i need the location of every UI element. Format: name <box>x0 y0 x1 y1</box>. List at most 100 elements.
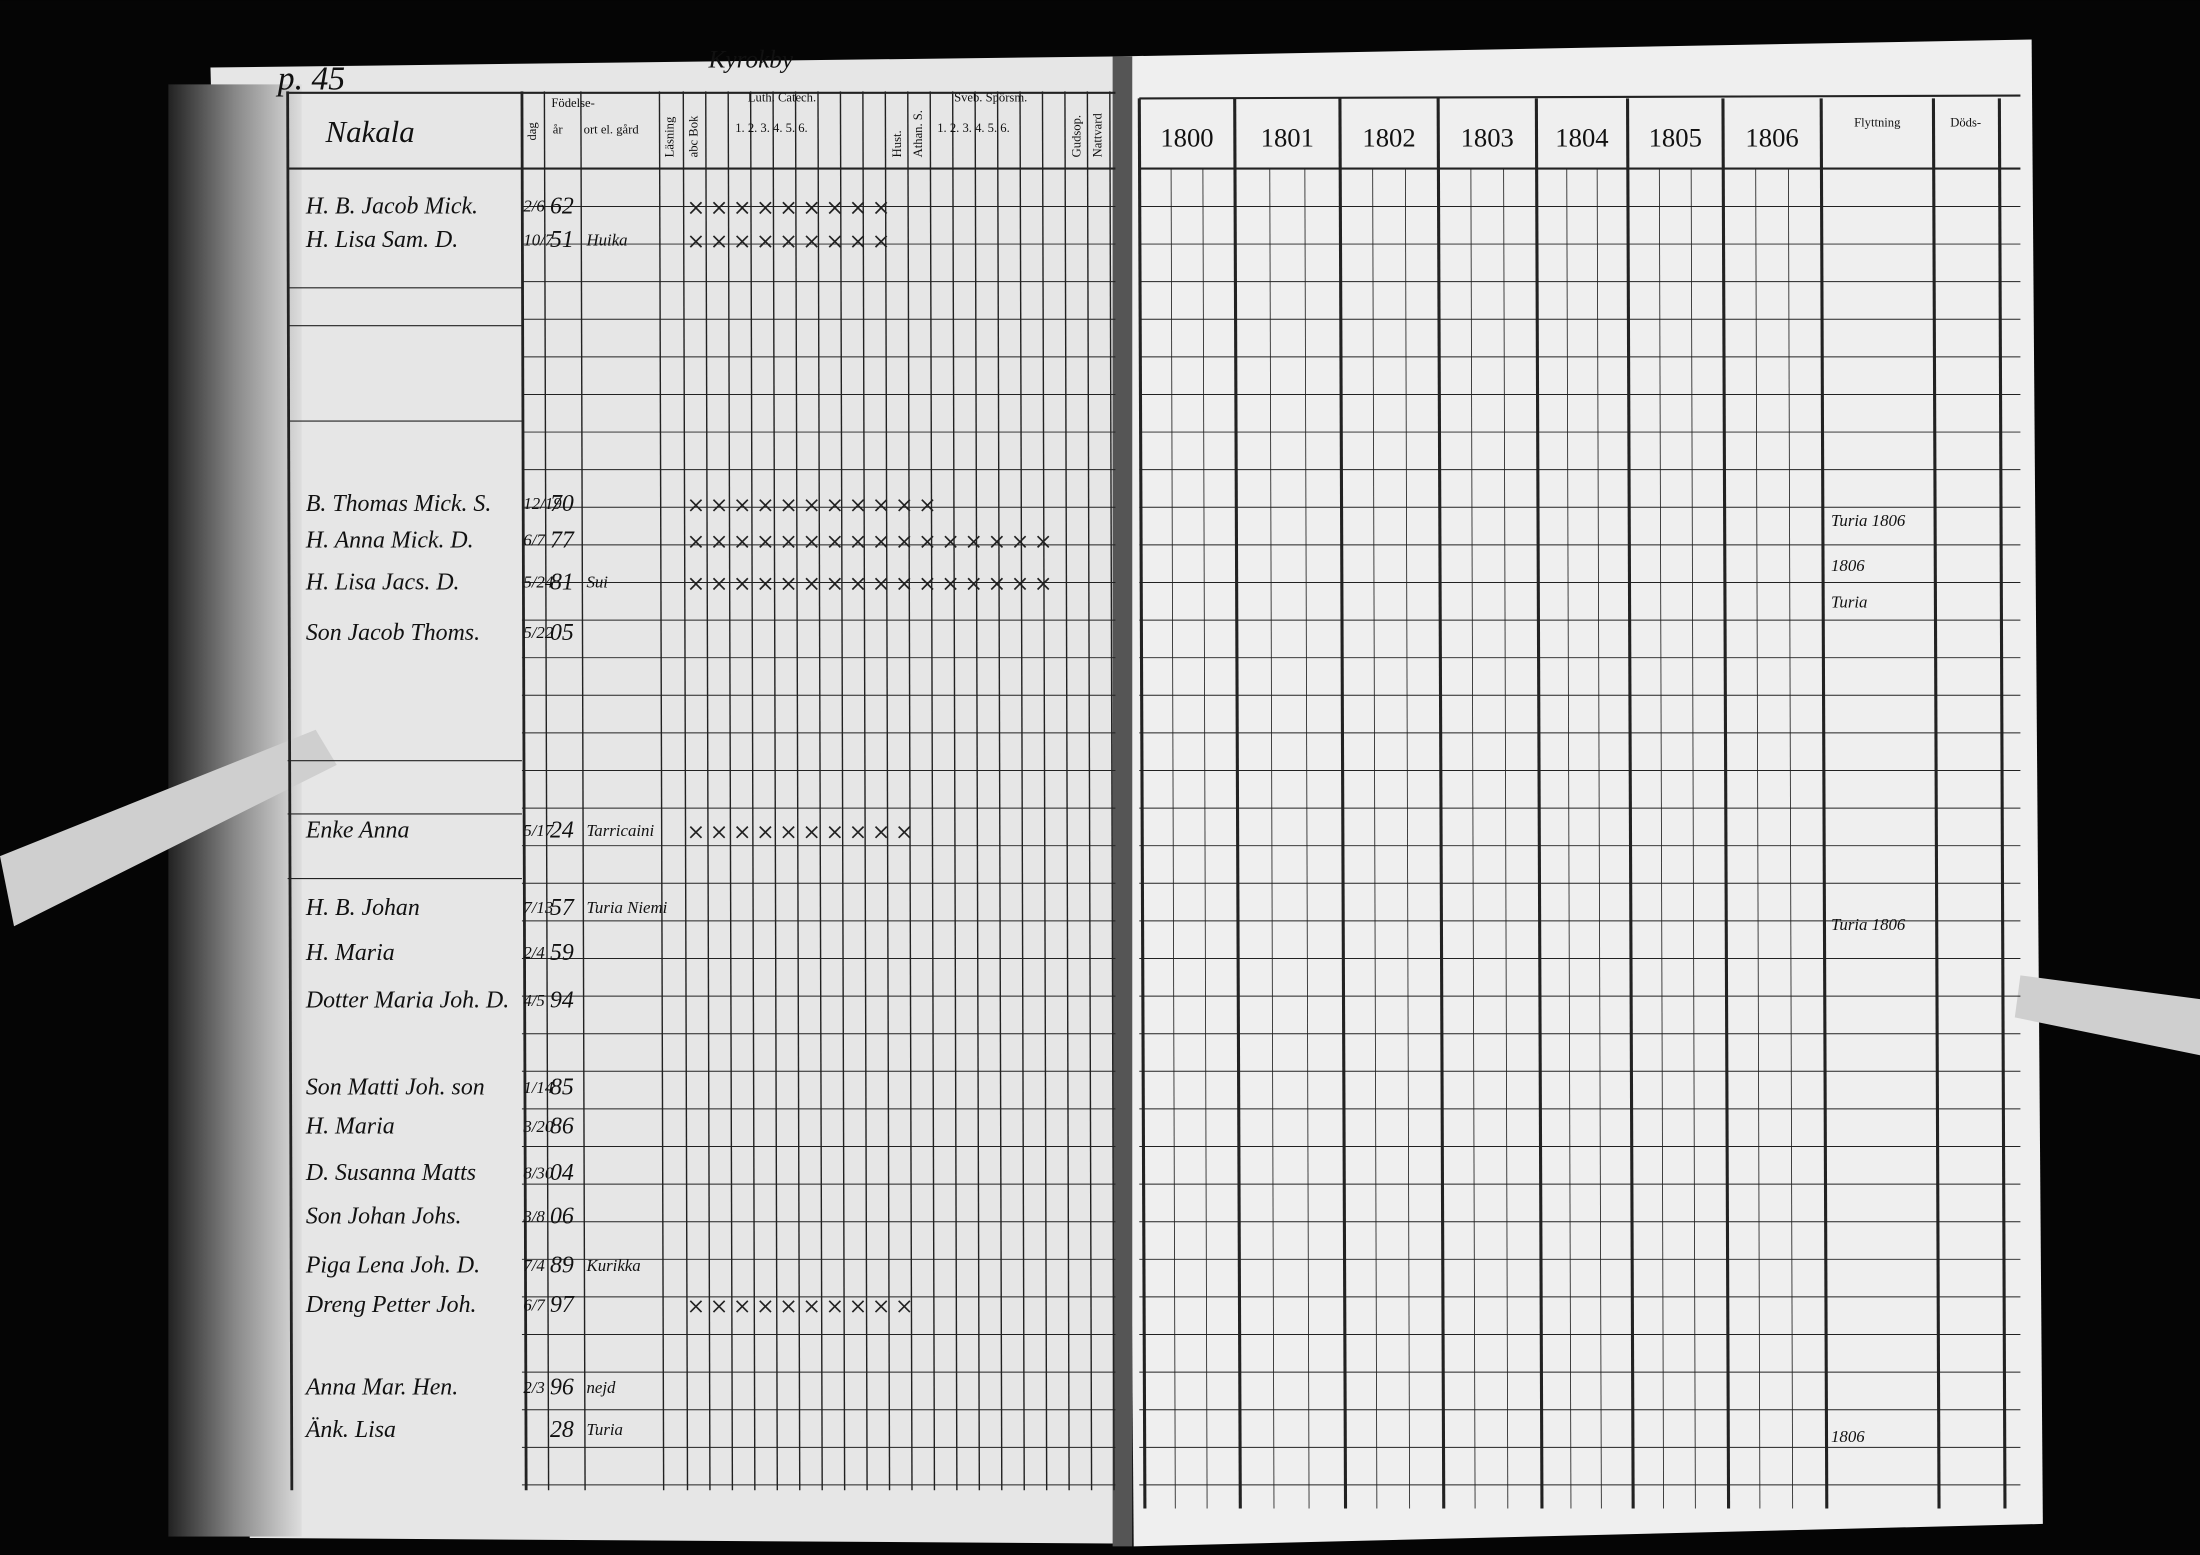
column-rule <box>543 91 550 1491</box>
person-name: Anna Mar. Hen. <box>304 1375 458 1401</box>
birth-year: 62 <box>550 193 574 219</box>
sub-rule <box>1304 168 1310 1509</box>
sub-rule <box>1470 168 1476 1509</box>
check-mark <box>782 535 795 548</box>
year-rule <box>1819 98 1829 1509</box>
birth-year: 04 <box>550 1160 574 1186</box>
moving-note: Turia 1806 <box>1831 511 1906 530</box>
check-mark <box>805 826 818 839</box>
birth-year: 06 <box>550 1204 574 1230</box>
check-mark <box>712 535 726 548</box>
check-mark <box>689 577 703 591</box>
year-rule <box>1721 98 1731 1509</box>
year-heading: 1800 <box>1160 123 1213 153</box>
column-rule <box>862 91 868 1491</box>
left-leaf <box>210 56 1131 1544</box>
person-name: Änk. Lisa <box>304 1417 396 1443</box>
check-mark <box>967 577 980 591</box>
check-mark <box>828 826 842 839</box>
column-rule <box>286 91 294 1491</box>
birth-place: Turia <box>586 1420 622 1439</box>
sub-rule <box>1372 168 1378 1509</box>
birth-day: 8/30 <box>523 1163 554 1182</box>
check-mark <box>736 826 749 839</box>
birth-place: nejd <box>586 1378 616 1397</box>
year-heading: 1801 <box>1261 123 1314 153</box>
check-mark <box>898 1300 911 1313</box>
check-mark <box>828 535 842 548</box>
person-name: B. Thomas Mick. S. <box>306 491 491 517</box>
check-mark <box>782 1300 795 1313</box>
header-day: dag <box>525 122 539 141</box>
check-mark <box>805 201 818 215</box>
check-mark <box>759 535 772 548</box>
check-mark <box>944 577 957 591</box>
column-rule <box>929 91 936 1491</box>
check-mark <box>898 826 911 839</box>
check-mark <box>967 535 980 548</box>
check-mark <box>874 1300 888 1313</box>
check-mark <box>805 577 818 591</box>
check-mark <box>851 499 865 512</box>
check-mark <box>689 1300 703 1313</box>
check-mark <box>736 535 749 548</box>
check-mark <box>921 577 934 591</box>
birth-day: 6/7 <box>523 1295 545 1314</box>
person-name: H. Maria <box>305 1114 395 1140</box>
year-rule <box>1338 98 1348 1509</box>
check-mark <box>805 535 818 548</box>
check-mark <box>759 499 772 512</box>
check-mark <box>689 235 703 248</box>
check-mark <box>736 1300 749 1313</box>
column-rule <box>1064 91 1070 1491</box>
person-name: Son Jacob Thoms. <box>306 620 480 646</box>
header-nattvard: Nattvard <box>1090 113 1104 158</box>
check-mark <box>712 577 726 591</box>
check-mark <box>805 499 818 512</box>
birth-day: 5/22 <box>523 623 554 642</box>
check-mark <box>828 499 842 512</box>
birth-place: Sui <box>586 573 608 592</box>
birth-year: 70 <box>550 491 574 517</box>
header-sveb-parts: 1. 2. 3. 4. 5. 6. <box>937 121 1010 135</box>
birth-day: 7/4 <box>523 1256 545 1275</box>
check-mark <box>828 235 842 248</box>
check-mark <box>828 201 842 215</box>
person-name: H. Lisa Sam. D. <box>305 227 458 253</box>
birth-year: 96 <box>550 1375 574 1401</box>
check-mark <box>782 201 795 215</box>
birth-year: 28 <box>550 1417 574 1443</box>
check-mark <box>759 577 772 591</box>
birth-year: 97 <box>550 1292 575 1318</box>
birth-year: 89 <box>550 1253 574 1279</box>
check-mark <box>805 235 818 248</box>
check-mark <box>689 499 703 512</box>
person-name: Dreng Petter Joh. <box>305 1292 477 1318</box>
check-mark <box>874 577 888 591</box>
column-rule <box>974 91 981 1491</box>
check-mark <box>874 235 888 248</box>
birth-day: 3/20 <box>522 1117 554 1136</box>
check-mark <box>874 201 888 215</box>
year-rule <box>1436 98 1446 1509</box>
check-mark <box>689 201 703 215</box>
sub-rule <box>1566 168 1572 1509</box>
column-rule <box>705 91 711 1491</box>
bookmark-left <box>0 729 337 927</box>
birth-day: 12/19 <box>523 494 562 513</box>
year-heading: 1803 <box>1461 123 1514 153</box>
column-rule <box>1041 91 1048 1491</box>
check-mark <box>712 1300 726 1313</box>
birth-year: 94 <box>550 987 574 1013</box>
sub-rule <box>1596 168 1602 1509</box>
birth-year: 24 <box>550 818 574 844</box>
check-mark <box>759 235 772 248</box>
header-rule <box>1139 94 2021 100</box>
header-moving: Flyttning <box>1854 116 1901 130</box>
village: Kyrokby <box>708 46 794 74</box>
check-mark <box>851 1300 865 1313</box>
check-mark <box>898 499 911 512</box>
